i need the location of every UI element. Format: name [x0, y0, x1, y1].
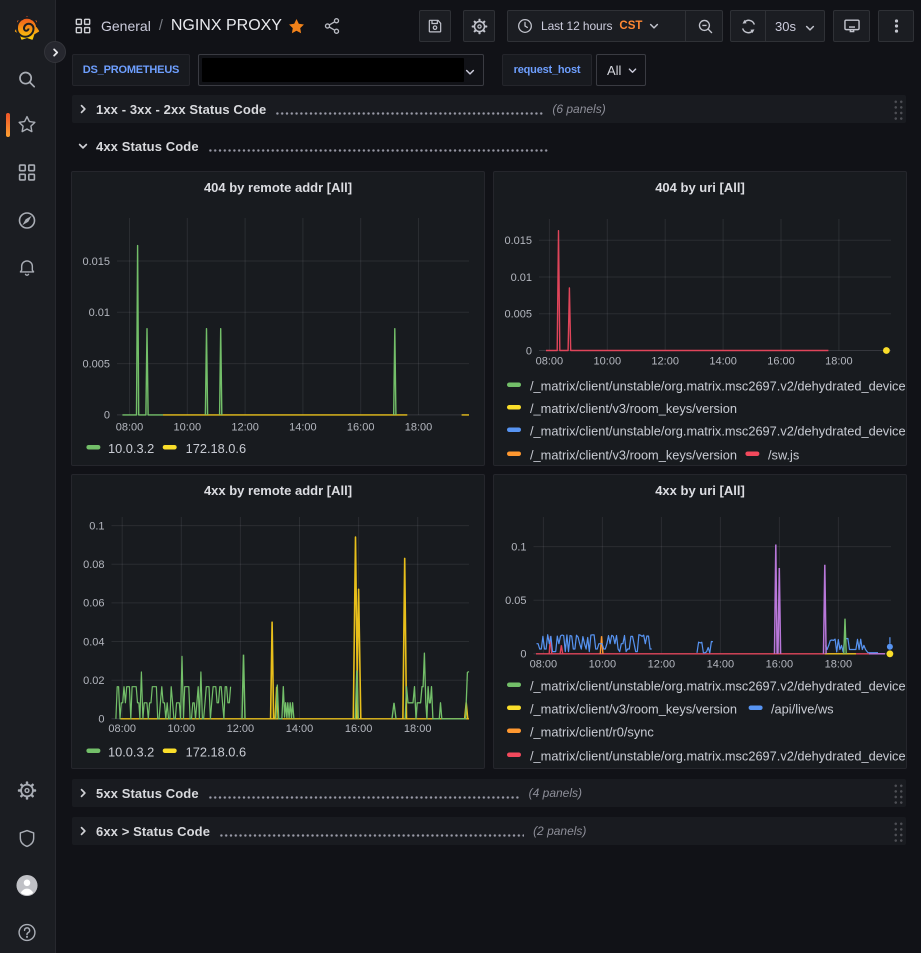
svg-text:/sw.js: /sw.js [768, 447, 799, 462]
svg-text:18:00: 18:00 [825, 658, 853, 670]
svg-text:18:00: 18:00 [825, 355, 853, 367]
svg-text:0.015: 0.015 [82, 255, 110, 267]
svg-text:0: 0 [104, 409, 110, 421]
svg-text:10:00: 10:00 [594, 355, 622, 367]
svg-text:16:00: 16:00 [766, 658, 794, 670]
svg-text:0: 0 [520, 648, 526, 660]
svg-text:12:00: 12:00 [231, 421, 259, 433]
svg-text:08:00: 08:00 [116, 421, 144, 433]
svg-text:12:00: 12:00 [648, 658, 676, 670]
svg-text:0.1: 0.1 [89, 520, 104, 532]
svg-text:10:00: 10:00 [168, 723, 196, 735]
svg-text:172.18.0.6: 172.18.0.6 [186, 744, 247, 759]
svg-text:10:00: 10:00 [589, 658, 617, 670]
svg-text:/_matrix/client/unstable/org.m: /_matrix/client/unstable/org.matrix.msc2… [530, 423, 906, 438]
svg-text:0.01: 0.01 [89, 307, 110, 319]
svg-text:0.06: 0.06 [83, 597, 104, 609]
svg-text:/_matrix/client/v3/room_keys/v: /_matrix/client/v3/room_keys/version [530, 447, 737, 462]
svg-text:/_matrix/client/v3/room_keys/v: /_matrix/client/v3/room_keys/version [530, 701, 737, 716]
svg-text:0.015: 0.015 [504, 235, 532, 247]
svg-text:0.08: 0.08 [83, 559, 104, 571]
svg-text:10.0.3.2: 10.0.3.2 [108, 441, 154, 456]
svg-text:16:00: 16:00 [767, 355, 795, 367]
svg-text:08:00: 08:00 [108, 723, 136, 735]
svg-text:/_matrix/client/unstable/org.m: /_matrix/client/unstable/org.matrix.msc2… [530, 748, 906, 763]
svg-text:0.005: 0.005 [82, 358, 110, 370]
svg-text:12:00: 12:00 [227, 723, 255, 735]
svg-text:0.005: 0.005 [504, 308, 532, 320]
svg-text:14:00: 14:00 [707, 658, 735, 670]
svg-text:0.1: 0.1 [511, 541, 526, 553]
svg-text:18:00: 18:00 [404, 723, 432, 735]
svg-text:/_matrix/client/v3/room_keys/v: /_matrix/client/v3/room_keys/version [530, 401, 737, 416]
svg-text:172.18.0.6: 172.18.0.6 [186, 441, 247, 456]
svg-text:/_matrix/client/r0/sync: /_matrix/client/r0/sync [530, 724, 654, 739]
svg-text:10.0.3.2: 10.0.3.2 [108, 744, 154, 759]
svg-text:12:00: 12:00 [651, 355, 679, 367]
svg-text:/api/live/ws: /api/live/ws [771, 701, 834, 716]
svg-text:0.02: 0.02 [83, 675, 104, 687]
svg-text:0.05: 0.05 [505, 595, 526, 607]
svg-text:16:00: 16:00 [345, 723, 373, 735]
svg-text:10:00: 10:00 [174, 421, 202, 433]
svg-text:0.04: 0.04 [83, 636, 104, 648]
svg-text:/_matrix/client/unstable/org.m: /_matrix/client/unstable/org.matrix.msc2… [530, 378, 906, 393]
svg-text:08:00: 08:00 [536, 355, 564, 367]
svg-text:/_matrix/client/unstable/org.m: /_matrix/client/unstable/org.matrix.msc2… [530, 678, 906, 693]
svg-text:18:00: 18:00 [405, 421, 433, 433]
svg-text:0: 0 [526, 345, 532, 357]
svg-text:08:00: 08:00 [530, 658, 558, 670]
svg-text:0: 0 [98, 713, 104, 725]
svg-text:14:00: 14:00 [289, 421, 317, 433]
svg-text:0.01: 0.01 [511, 271, 532, 283]
svg-text:14:00: 14:00 [286, 723, 314, 735]
svg-text:16:00: 16:00 [347, 421, 375, 433]
svg-text:14:00: 14:00 [709, 355, 737, 367]
